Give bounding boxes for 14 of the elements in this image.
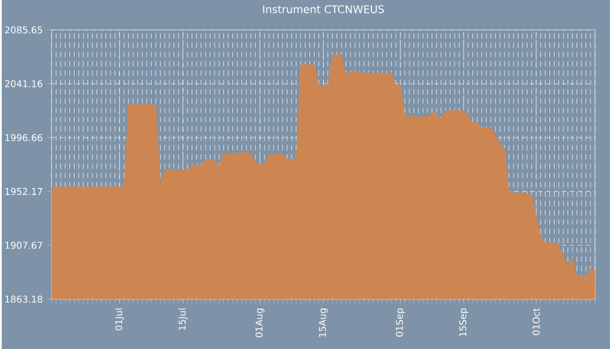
x-tick-label: 15Sep <box>459 308 468 336</box>
x-tick-label: 01Oct <box>532 308 540 336</box>
x-tick-label: 15Jul <box>178 308 188 330</box>
y-tick-label: 1863.18 <box>5 296 42 303</box>
y-tick-label: 1952.17 <box>5 188 42 195</box>
chart-title: Instrument CTCNWEUS <box>263 5 384 14</box>
x-tick-label: 01Aug <box>256 308 264 338</box>
y-tick-label: 1996.66 <box>5 134 42 142</box>
y-tick-label: 2085.65 <box>5 26 42 34</box>
y-tick-label: 2041.16 <box>5 80 42 88</box>
y-tick-label: 1907.67 <box>5 242 42 249</box>
x-tick-label: 01Jul <box>115 308 124 330</box>
x-tick-label: 01Sep <box>396 308 405 337</box>
x-tick-label: 15Aug <box>318 308 328 337</box>
